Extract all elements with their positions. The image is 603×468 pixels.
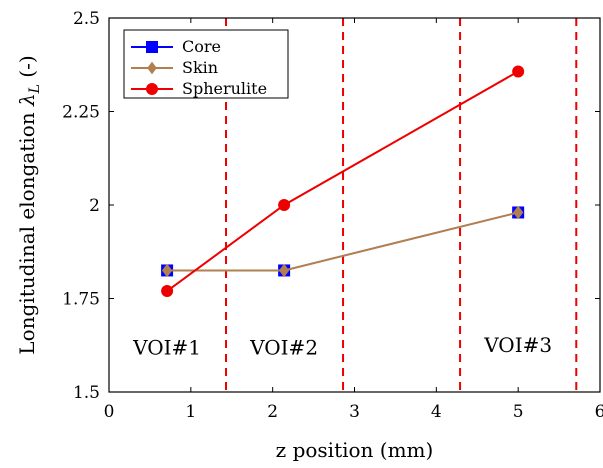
x-tick-label: 5 bbox=[513, 402, 524, 422]
x-tick-label: 6 bbox=[595, 402, 603, 422]
legend: Core Skin Spherulite bbox=[123, 29, 289, 99]
series-spherulite bbox=[161, 65, 525, 298]
x-tick-label: 1 bbox=[185, 402, 196, 422]
x-tick-label: 0 bbox=[104, 402, 115, 422]
y-tick-label: 2.25 bbox=[62, 103, 100, 123]
y-tick-label: 2.5 bbox=[73, 9, 100, 29]
region-dividers bbox=[225, 18, 578, 392]
x-tick-label: 2 bbox=[267, 402, 278, 422]
legend-marker-core bbox=[146, 41, 158, 53]
data-point-spherulite bbox=[278, 199, 291, 211]
x-axis: 0 1 2 3 4 5 6 bbox=[104, 18, 603, 422]
y-tick-label: 1.5 bbox=[73, 383, 100, 403]
y-tick-label: 2 bbox=[89, 196, 100, 216]
region-labels: VOI#1 VOI#2 VOI#3 bbox=[132, 333, 552, 360]
series-layer bbox=[161, 65, 525, 298]
data-point-spherulite bbox=[161, 285, 174, 298]
data-point-spherulite bbox=[512, 65, 525, 78]
legend-label-spherulite: Spherulite bbox=[182, 79, 267, 98]
legend-marker-skin bbox=[147, 61, 157, 75]
legend-label-core: Core bbox=[182, 37, 221, 56]
data-point-skin bbox=[512, 205, 524, 220]
legend-label-skin: Skin bbox=[182, 58, 218, 77]
data-point-skin bbox=[278, 263, 290, 278]
region-label: VOI#3 bbox=[483, 333, 552, 357]
data-point-skin bbox=[161, 263, 173, 278]
region-label: VOI#1 bbox=[132, 336, 201, 360]
legend-marker-spherulite bbox=[146, 83, 158, 95]
series-skin bbox=[161, 205, 524, 278]
region-label: VOI#2 bbox=[249, 336, 318, 360]
y-axis: 1.5 1.75 2 2.25 2.5 bbox=[62, 9, 600, 403]
y-axis-label: Longitudinal elongation λL (-) bbox=[15, 55, 43, 354]
x-tick-label: 4 bbox=[431, 402, 442, 422]
x-axis-label: z position (mm) bbox=[276, 438, 434, 462]
y-tick-label: 1.75 bbox=[62, 290, 100, 310]
x-tick-label: 3 bbox=[349, 402, 360, 422]
